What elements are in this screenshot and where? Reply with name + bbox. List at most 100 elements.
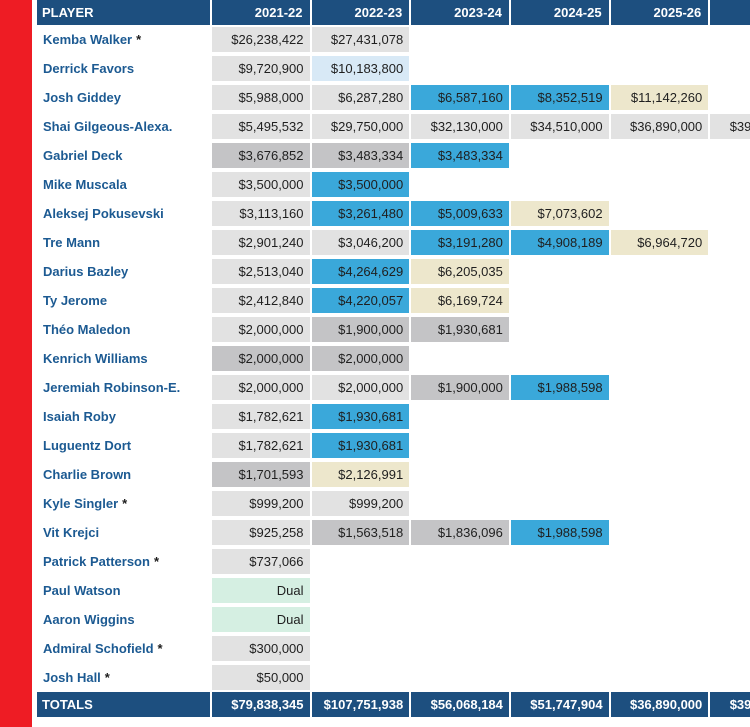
totals-row: TOTALS $79,838,345 $107,751,938 $56,068,… [37, 692, 750, 717]
salary-cell: $8,352,519 [510, 83, 609, 112]
asterisk-marker: * [153, 554, 159, 569]
player-name-link[interactable]: Shai Gilgeous-Alexa. [43, 119, 173, 134]
salary-cell: $9,720,900 [211, 54, 310, 83]
salary-cell [610, 54, 709, 83]
season-header-2022-23[interactable]: 2022-23 [311, 0, 410, 25]
table-row: Kyle Singler * $999,200 $999,200 [37, 489, 750, 518]
player-name-cell[interactable]: Gabriel Deck [37, 141, 210, 170]
salary-cell: Dual [211, 605, 310, 634]
player-name-cell[interactable]: Paul Watson [37, 576, 210, 605]
salary-cell: $4,908,189 [510, 228, 609, 257]
salary-cell [710, 431, 750, 460]
table-row: Isaiah Roby $1,782,621 $1,930,681 [37, 402, 750, 431]
player-name-cell[interactable]: Admiral Schofield * [37, 634, 210, 663]
player-name-link[interactable]: Aaron Wiggins [43, 612, 135, 627]
salary-cell: $1,782,621 [211, 402, 310, 431]
salary-cell: $34,510,000 [510, 112, 609, 141]
player-name-link[interactable]: Vit Krejci [43, 525, 100, 540]
player-name-cell[interactable]: Kemba Walker * [37, 25, 210, 54]
salary-cell [510, 54, 609, 83]
player-name-cell[interactable]: Darius Bazley [37, 257, 210, 286]
salary-cell [710, 373, 750, 402]
player-name-cell[interactable]: Vit Krejci [37, 518, 210, 547]
player-name-link[interactable]: Josh Hall [43, 670, 101, 685]
player-name-link[interactable]: Darius Bazley [43, 264, 129, 279]
player-name-link[interactable]: Admiral Schofield [43, 641, 154, 656]
salary-cell: $1,988,598 [510, 373, 609, 402]
salary-cell: $1,701,593 [211, 460, 310, 489]
salary-cell: $11,142,260 [610, 83, 709, 112]
salary-cell [411, 547, 509, 576]
player-name-link[interactable]: Kemba Walker [43, 32, 133, 47]
season-header-2023-24[interactable]: 2023-24 [411, 0, 509, 25]
player-name-cell[interactable]: Isaiah Roby [37, 402, 210, 431]
player-name-cell[interactable]: Ty Jerome [37, 286, 210, 315]
salary-cell: $5,009,633 [411, 199, 509, 228]
player-name-link[interactable]: Jeremiah Robinson-E. [43, 380, 181, 395]
salary-cell: $300,000 [211, 634, 310, 663]
player-name-link[interactable]: Josh Giddey [43, 90, 122, 105]
salary-cell [610, 257, 709, 286]
table-row: Derrick Favors $9,720,900 $10,183,800 [37, 54, 750, 83]
salary-cell: $2,126,991 [311, 460, 410, 489]
salary-cell [411, 25, 509, 54]
salary-cell [411, 54, 509, 83]
salary-cell: $6,964,720 [610, 228, 709, 257]
player-name-link[interactable]: Théo Maledon [43, 322, 131, 337]
salary-cell: $3,483,334 [411, 141, 509, 170]
salary-cell: $1,563,518 [311, 518, 410, 547]
salary-cell: $2,000,000 [311, 373, 410, 402]
player-name-link[interactable]: Isaiah Roby [43, 409, 116, 424]
player-name-cell[interactable]: Josh Hall * [37, 663, 210, 692]
player-name-link[interactable]: Derrick Favors [43, 61, 135, 76]
player-name-link[interactable]: Ty Jerome [43, 293, 108, 308]
salary-cell [710, 257, 750, 286]
player-name-link[interactable]: Charlie Brown [43, 467, 132, 482]
player-name-link[interactable]: Aleksej Pokusevski [43, 206, 164, 221]
season-header-2026-27[interactable]: 2026-27 [710, 0, 750, 25]
player-name-link[interactable]: Kyle Singler [43, 496, 119, 511]
player-name-cell[interactable]: Luguentz Dort [37, 431, 210, 460]
player-name-link[interactable]: Mike Muscala [43, 177, 127, 192]
salary-cell: $6,169,724 [411, 286, 509, 315]
player-name-link[interactable]: Luguentz Dort [43, 438, 132, 453]
salary-cell [710, 141, 750, 170]
player-name-link[interactable]: Tre Mann [43, 235, 101, 250]
salary-cell [610, 286, 709, 315]
salary-cell [510, 25, 609, 54]
player-name-cell[interactable]: Tre Mann [37, 228, 210, 257]
player-name-cell[interactable]: Derrick Favors [37, 54, 210, 83]
season-header-2025-26[interactable]: 2025-26 [610, 0, 709, 25]
table-row: Shai Gilgeous-Alexa. $5,495,532 $29,750,00… [37, 112, 750, 141]
salary-cell [710, 663, 750, 692]
player-name-link[interactable]: Kenrich Williams [43, 351, 148, 366]
salary-cell [710, 199, 750, 228]
player-name-link[interactable]: Patrick Patterson [43, 554, 150, 569]
player-name-cell[interactable]: Aleksej Pokusevski [37, 199, 210, 228]
player-name-cell[interactable]: Kenrich Williams [37, 344, 210, 373]
player-name-link[interactable]: Gabriel Deck [43, 148, 123, 163]
player-name-cell[interactable]: Shai Gilgeous-Alexa. [37, 112, 210, 141]
salary-cell [311, 634, 410, 663]
player-name-cell[interactable]: Mike Muscala [37, 170, 210, 199]
player-name-cell[interactable]: Charlie Brown [37, 460, 210, 489]
table-row: Ty Jerome $2,412,840 $4,220,057 $6,169,724 [37, 286, 750, 315]
player-name-cell[interactable]: Josh Giddey [37, 83, 210, 112]
salary-cell: $3,261,480 [311, 199, 410, 228]
salary-cell [510, 634, 609, 663]
player-column-header[interactable]: PLAYER [37, 0, 210, 25]
season-header-2024-25[interactable]: 2024-25 [510, 0, 609, 25]
player-name-cell[interactable]: Patrick Patterson * [37, 547, 210, 576]
player-name-cell[interactable]: Aaron Wiggins [37, 605, 210, 634]
table-row: Tre Mann $2,901,240 $3,046,200 $3,191,280 $4… [37, 228, 750, 257]
player-name-cell[interactable]: Jeremiah Robinson-E. [37, 373, 210, 402]
salary-cell [710, 460, 750, 489]
asterisk-marker: * [157, 641, 163, 656]
salary-cell [610, 344, 709, 373]
salary-cell [411, 460, 509, 489]
player-name-cell[interactable]: Kyle Singler * [37, 489, 210, 518]
player-name-cell[interactable]: Théo Maledon [37, 315, 210, 344]
season-header-2021-22[interactable]: 2021-22 [211, 0, 310, 25]
salary-cell [610, 170, 709, 199]
player-name-link[interactable]: Paul Watson [43, 583, 121, 598]
